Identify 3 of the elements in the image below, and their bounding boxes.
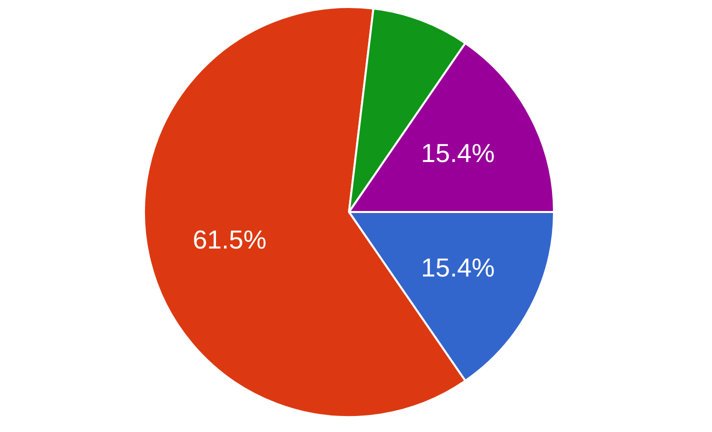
data-label: 15.4% [421,138,495,168]
data-label: 15.4% [421,252,495,282]
data-label: 61.5% [192,224,266,255]
